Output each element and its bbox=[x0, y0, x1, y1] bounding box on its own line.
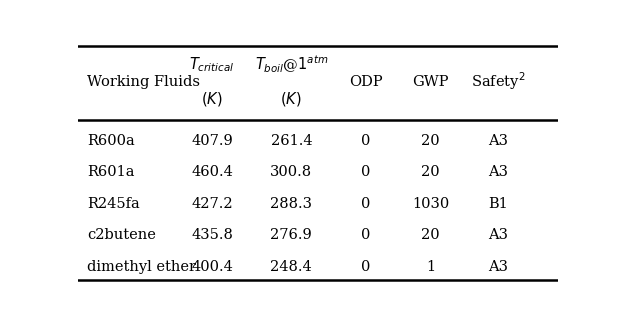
Text: GWP: GWP bbox=[412, 75, 449, 89]
Text: A3: A3 bbox=[488, 165, 508, 179]
Text: 248.4: 248.4 bbox=[270, 260, 312, 274]
Text: A3: A3 bbox=[488, 228, 508, 242]
Text: 0: 0 bbox=[361, 165, 371, 179]
Text: 276.9: 276.9 bbox=[270, 228, 312, 242]
Text: A3: A3 bbox=[488, 260, 508, 274]
Text: 460.4: 460.4 bbox=[191, 165, 233, 179]
Text: $T_{critical}$: $T_{critical}$ bbox=[190, 55, 234, 74]
Text: R245fa: R245fa bbox=[87, 197, 140, 211]
Text: R601a: R601a bbox=[87, 165, 135, 179]
Text: 300.8: 300.8 bbox=[270, 165, 312, 179]
Text: B1: B1 bbox=[488, 197, 508, 211]
Text: 1030: 1030 bbox=[412, 197, 450, 211]
Text: R600a: R600a bbox=[87, 134, 135, 148]
Text: 261.4: 261.4 bbox=[270, 134, 312, 148]
Text: ODP: ODP bbox=[349, 75, 383, 89]
Text: 435.8: 435.8 bbox=[191, 228, 233, 242]
Text: A3: A3 bbox=[488, 134, 508, 148]
Text: c2butene: c2butene bbox=[87, 228, 156, 242]
Text: 0: 0 bbox=[361, 260, 371, 274]
Text: 20: 20 bbox=[422, 134, 440, 148]
Text: 20: 20 bbox=[422, 165, 440, 179]
Text: 407.9: 407.9 bbox=[191, 134, 233, 148]
Text: 0: 0 bbox=[361, 134, 371, 148]
Text: $(K)$: $(K)$ bbox=[202, 90, 223, 108]
Text: 0: 0 bbox=[361, 197, 371, 211]
Text: 400.4: 400.4 bbox=[191, 260, 233, 274]
Text: $T_{boil}$@$1^{atm}$: $T_{boil}$@$1^{atm}$ bbox=[255, 53, 328, 75]
Text: 288.3: 288.3 bbox=[270, 197, 312, 211]
Text: 427.2: 427.2 bbox=[191, 197, 233, 211]
Text: 1: 1 bbox=[426, 260, 435, 274]
Text: Safety$^{2}$: Safety$^{2}$ bbox=[471, 71, 525, 92]
Text: dimethyl ether: dimethyl ether bbox=[87, 260, 196, 274]
Text: $(K)$: $(K)$ bbox=[280, 90, 302, 108]
Text: Working Fluids: Working Fluids bbox=[87, 75, 200, 89]
Text: 20: 20 bbox=[422, 228, 440, 242]
Text: 0: 0 bbox=[361, 228, 371, 242]
